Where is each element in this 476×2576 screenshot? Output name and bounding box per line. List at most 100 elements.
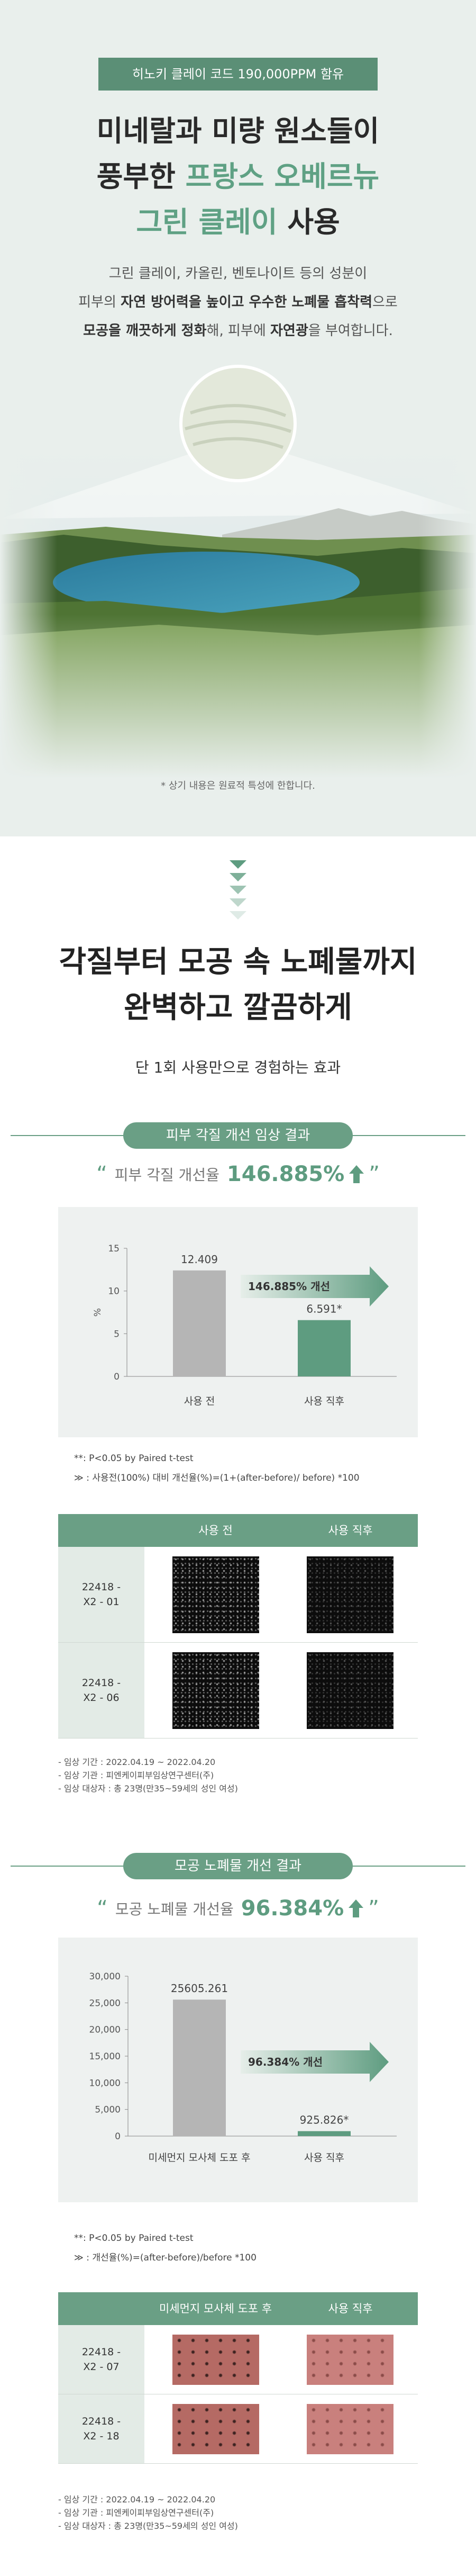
row-label: X2 - 18 — [83, 2430, 120, 2442]
quote-close: ” — [368, 1896, 379, 1921]
y-tick-label: 10 — [108, 1286, 120, 1297]
y-tick-label: 5,000 — [95, 2105, 121, 2115]
annotation: 96.384% 개선 — [248, 2056, 323, 2068]
up-arrow — [349, 1899, 364, 1917]
quote-open: “ — [97, 1896, 108, 1921]
table-header: 사용 직후 — [328, 1524, 373, 1537]
y-axis-label: % — [93, 1308, 103, 1317]
row-label: X2 - 07 — [83, 2361, 120, 2373]
quote-value: 146.885% — [226, 1162, 345, 1186]
table-row-line — [58, 1642, 418, 1643]
chevron — [230, 860, 246, 869]
clinical-info: - 임상 기간 : 2022.04.19 ~ 2022.04.20 — [58, 1757, 216, 1767]
effects-subtitle: 단 1회 사용만으로 경험하는 효과 — [135, 1059, 341, 1076]
y-tick-label: 0 — [115, 2131, 121, 2142]
row-label: 22418 - — [81, 1677, 121, 1689]
value-label: 12.409 — [181, 1253, 218, 1266]
chevron — [230, 873, 246, 881]
clinical-info: - 임상 대상자 : 총 23명(만35~59세의 성인 여성) — [58, 2521, 238, 2531]
table-label-col — [58, 1547, 144, 1739]
quote-value: 96.384% — [241, 1896, 344, 1921]
text-segment: 그린 클레이 — [136, 205, 278, 239]
skin-image — [307, 1556, 393, 1633]
bar — [298, 1320, 351, 1376]
x-tick-label: 미세먼지 모사체 도포 후 — [149, 2152, 251, 2164]
table-row-line — [58, 2463, 418, 2464]
y-tick-label: 20,000 — [89, 2025, 121, 2035]
clinical-info: - 임상 기관 : 피엔케이피부임상연구센터(주) — [58, 2508, 214, 2518]
down-arrows — [230, 860, 246, 920]
hero-note: * 상기 내용은 원료적 특성에 한합니다. — [161, 780, 315, 791]
value-label: 925.826* — [300, 2114, 349, 2127]
annotation-arrow — [241, 1266, 389, 1307]
x-tick-label: 사용 직후 — [304, 1395, 344, 1407]
y-tick-label: 10,000 — [89, 2078, 121, 2088]
text-segment: 모공을 깨끗하게 정화 — [83, 323, 207, 339]
chevron — [230, 911, 246, 920]
row-label: X2 - 01 — [83, 1596, 120, 1608]
y-tick-label: 5 — [114, 1329, 120, 1339]
note: **: P<0.05 by Paired t-test — [74, 1453, 194, 1464]
table-header: 미세먼지 모사체 도포 후 — [159, 2302, 272, 2315]
skin-image — [307, 2335, 393, 2385]
table-header: 사용 전 — [198, 1524, 233, 1537]
up-arrow-icon — [349, 1165, 364, 1183]
quote-text: 모공 노폐물 개선율 — [115, 1901, 234, 1918]
value-label: 25605.261 — [171, 1982, 228, 1995]
value-label: 6.591* — [306, 1303, 342, 1316]
quote-close: ” — [369, 1162, 380, 1186]
hero-badge: 히노키 클레이 코드 190,000PPM 함유 — [98, 58, 378, 91]
text-line: 그린 클레이 사용 — [0, 200, 476, 245]
fade-sides — [0, 450, 476, 778]
text-segment: 프랑스 오베르뉴 — [185, 160, 380, 193]
annotation-arrow — [241, 2042, 389, 2082]
skin-image — [172, 1652, 259, 1729]
y-tick-label: 30,000 — [89, 1971, 121, 1982]
annotation: 146.885% 개선 — [248, 1280, 330, 1293]
table-header-bg — [58, 1514, 418, 1547]
clinical-info: - 임상 기간 : 2022.04.19 ~ 2022.04.20 — [58, 2494, 216, 2505]
text-segment: 해, 피부에 — [206, 323, 271, 339]
skin-image — [172, 2404, 259, 2454]
text-line: 미네랄과 미량 원소들이 — [0, 109, 476, 154]
bar — [173, 1999, 226, 2136]
note: **: P<0.05 by Paired t-test — [74, 2233, 194, 2244]
text-segment: 그린 클레이, 카올린, 벤토나이트 등의 성분이 — [108, 266, 368, 282]
text-segment: 풍부한 — [96, 160, 186, 193]
effects-title-2: 완벽하고 깔끔하게 — [124, 990, 352, 1025]
text-line: 모공을 깨끗하게 정화해, 피부에 자연광을 부여합니다. — [0, 317, 476, 345]
clay-magnifier — [179, 365, 297, 482]
effects-title-1: 각질부터 모공 속 노폐물까지 — [59, 945, 417, 979]
skin-image — [307, 1652, 393, 1729]
table-label-col — [58, 2325, 144, 2464]
skin-image — [172, 1556, 259, 1633]
quote-text: 피부 각질 개선율 — [114, 1166, 219, 1184]
section-label: 모공 노폐물 개선 결과 — [123, 1853, 353, 1879]
table-row-line — [58, 1738, 418, 1739]
note: ≫ : 개선율(%)=(after-before)/before *100 — [74, 2253, 257, 2263]
quote: “ 피부 각질 개선율 146.885% ” — [0, 1161, 476, 1187]
quote-open: “ — [96, 1162, 107, 1186]
quote: “ 모공 노폐물 개선율 96.384% ” — [0, 1895, 476, 1922]
text-line: 피부의 자연 방어력을 높이고 우수한 노폐물 흡착력으로 — [0, 288, 476, 317]
row-label: 22418 - — [81, 2346, 121, 2358]
y-tick-label: 15,000 — [89, 2051, 121, 2062]
clinical-info: - 임상 대상자 : 총 23명(만35~59세의 성인 여성) — [58, 1784, 238, 1794]
text-line: 그린 클레이, 카올린, 벤토나이트 등의 성분이 — [0, 259, 476, 288]
table-header: 사용 직후 — [328, 2302, 373, 2315]
text-segment: 자연광 — [270, 323, 308, 339]
row-label: 22418 - — [81, 2415, 121, 2427]
chevron — [230, 886, 246, 894]
y-tick-label: 0 — [114, 1372, 120, 1382]
table-header-bg — [58, 2292, 418, 2325]
text-segment: 미네랄과 미량 원소들이 — [96, 114, 380, 148]
text-segment: 피부의 — [78, 294, 121, 310]
up-arrow-icon — [349, 1899, 364, 1917]
row-label: 22418 - — [81, 1581, 121, 1593]
clinical-info: - 임상 기관 : 피엔케이피부임상연구센터(주) — [58, 1770, 214, 1780]
bar — [173, 1270, 226, 1376]
skin-image — [172, 2335, 259, 2385]
